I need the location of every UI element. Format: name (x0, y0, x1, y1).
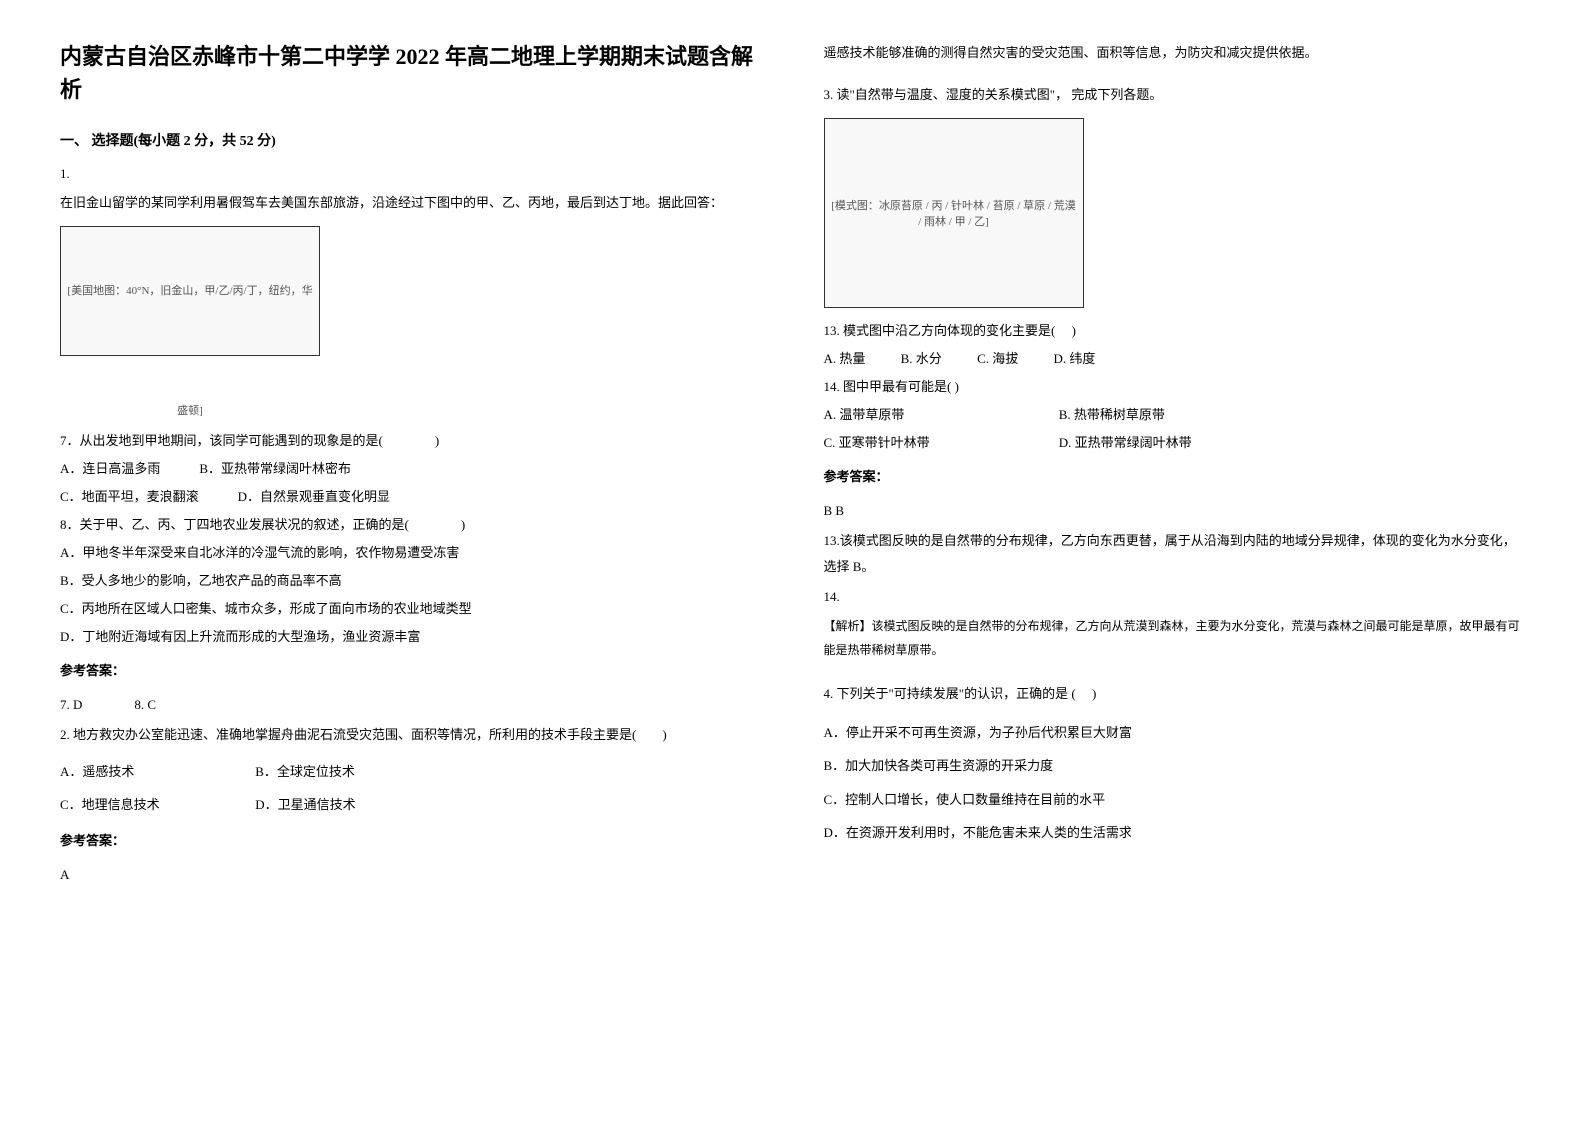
q3-sub13-opts: A. 热量 B. 水分 C. 海拔 D. 纬度 (824, 346, 1528, 372)
q2-opt-b: B．全球定位技术 (255, 756, 355, 787)
q2-opts-row1: A．遥感技术 B．全球定位技术 (60, 756, 764, 787)
q1-answer: 7. D 8. C (60, 692, 764, 718)
q3-sub13-stem: 13. 模式图中沿乙方向体现的变化主要是( ) (824, 318, 1528, 344)
q3-sub14-opt-a: A. 温带草原带 (824, 402, 1024, 428)
left-column: 内蒙古自治区赤峰市十第二中学学 2022 年高二地理上学期期末试题含解析 一、 … (60, 40, 764, 892)
q3-sub13-opt-b: B. 水分 (901, 346, 942, 372)
q3-sub14-opts-row1: A. 温带草原带 B. 热带稀树草原带 (824, 402, 1528, 428)
q3-sub14-opt-c: C. 亚寒带针叶林带 (824, 430, 1024, 456)
q2-opt-d: D．卫星通信技术 (255, 789, 355, 820)
q3-explain14-body: 【解析】该模式图反映的是自然带的分布规律，乙方向从荒漠到森林，主要为水分变化，荒… (824, 614, 1528, 662)
q1-figure: [美国地图：40°N，旧金山，甲/乙/丙/丁，纽约，华盛顿] (60, 226, 764, 418)
q4-opt-b: B．加大加快各类可再生资源的开采力度 (824, 750, 1528, 781)
q2-answer-header: 参考答案： (60, 828, 764, 854)
q1-number: 1. (60, 166, 764, 182)
right-column: 遥感技术能够准确的测得自然灾害的受灾范围、面积等信息，为防灾和减灾提供依据。 3… (824, 40, 1528, 892)
q2-opts-row2: C．地理信息技术 D．卫星通信技术 (60, 789, 764, 820)
page-title: 内蒙古自治区赤峰市十第二中学学 2022 年高二地理上学期期末试题含解析 (60, 40, 764, 106)
section-header: 一、 选择题(每小题 2 分，共 52 分) (60, 130, 764, 150)
q1-context: 在旧金山留学的某同学利用暑假驾车去美国东部旅游，沿途经过下图中的甲、乙、丙地，最… (60, 190, 764, 216)
q4-opt-c: C．控制人口增长，使人口数量维持在目前的水平 (824, 784, 1528, 815)
q3-figure: [模式图：冰原苔原 / 丙 / 针叶林 / 苔原 / 草原 / 荒漠 / 雨林 … (824, 118, 1528, 308)
q3-sub14-opts-row2: C. 亚寒带针叶林带 D. 亚热带常绿阔叶林带 (824, 430, 1528, 456)
q3-explain14-label: 14. (824, 584, 1528, 610)
q1-sub8-opt-a: A．甲地冬半年深受来自北冰洋的冷湿气流的影响，农作物易遭受冻害 (60, 540, 764, 566)
q3-answer: B B (824, 498, 1528, 524)
q2-explanation: 遥感技术能够准确的测得自然灾害的受灾范围、面积等信息，为防灾和减灾提供依据。 (824, 40, 1528, 66)
biome-model-figure: [模式图：冰原苔原 / 丙 / 针叶林 / 苔原 / 草原 / 荒漠 / 雨林 … (824, 118, 1084, 308)
figure-caption: [模式图：冰原苔原 / 丙 / 针叶林 / 苔原 / 草原 / 荒漠 / 雨林 … (829, 197, 1079, 229)
q1-sub7-opt-row1: A．连日高温多雨 B．亚热带常绿阔叶林密布 (60, 456, 764, 482)
q4-opt-d: D．在资源开发利用时，不能危害未来人类的生活需求 (824, 817, 1528, 848)
q1-sub8-stem: 8．关于甲、乙、丙、丁四地农业发展状况的叙述，正确的是( ) (60, 512, 764, 538)
q3-sub14-opt-d: D. 亚热带常绿阔叶林带 (1059, 430, 1192, 456)
q3-explain13: 13.该模式图反映的是自然带的分布规律，乙方向东西更替，属于从沿海到内陆的地域分… (824, 528, 1528, 580)
q2-stem: 2. 地方救灾办公室能迅速、准确地掌握舟曲泥石流受灾范围、面积等情况，所利用的技… (60, 722, 764, 748)
q1-sub8-opt-b: B．受人多地少的影响，乙地农产品的商品率不高 (60, 568, 764, 594)
q3-answer-header: 参考答案： (824, 464, 1528, 490)
q1-sub8-opt-c: C．丙地所在区域人口密集、城市众多，形成了面向市场的农业地域类型 (60, 596, 764, 622)
us-map-figure: [美国地图：40°N，旧金山，甲/乙/丙/丁，纽约，华盛顿] (60, 226, 320, 356)
q3-sub13-opt-d: D. 纬度 (1053, 346, 1095, 372)
q3-sub13-opt-c: C. 海拔 (977, 346, 1018, 372)
q3-sub14-stem: 14. 图中甲最有可能是( ) (824, 374, 1528, 400)
q2-opt-c: C．地理信息技术 (60, 789, 220, 820)
q3-sub13-opt-a: A. 热量 (824, 346, 866, 372)
q3-stem: 3. 读"自然带与温度、湿度的关系模式图"， 完成下列各题。 (824, 82, 1528, 108)
q1-sub7-opt-row2: C．地面平坦，麦浪翻滚 D．自然景观垂直变化明显 (60, 484, 764, 510)
q2-opt-a: A．遥感技术 (60, 756, 220, 787)
q2-answer: A (60, 862, 764, 888)
figure-caption: [美国地图：40°N，旧金山，甲/乙/丙/丁，纽约，华盛顿] (67, 285, 312, 417)
q1-sub7-stem: 7．从出发地到甲地期间，该同学可能遇到的现象是的是( ) (60, 428, 764, 454)
q1-answer-header: 参考答案： (60, 658, 764, 684)
q3-sub14-opt-b: B. 热带稀树草原带 (1059, 402, 1165, 428)
page-container: 内蒙古自治区赤峰市十第二中学学 2022 年高二地理上学期期末试题含解析 一、 … (60, 40, 1527, 892)
q1-sub8-opt-d: D．丁地附近海域有因上升流而形成的大型渔场，渔业资源丰富 (60, 624, 764, 650)
q4-opt-a: A．停止开采不可再生资源，为子孙后代积累巨大财富 (824, 717, 1528, 748)
q4-stem: 4. 下列关于"可持续发展"的认识，正确的是 ( ) (824, 678, 1528, 709)
